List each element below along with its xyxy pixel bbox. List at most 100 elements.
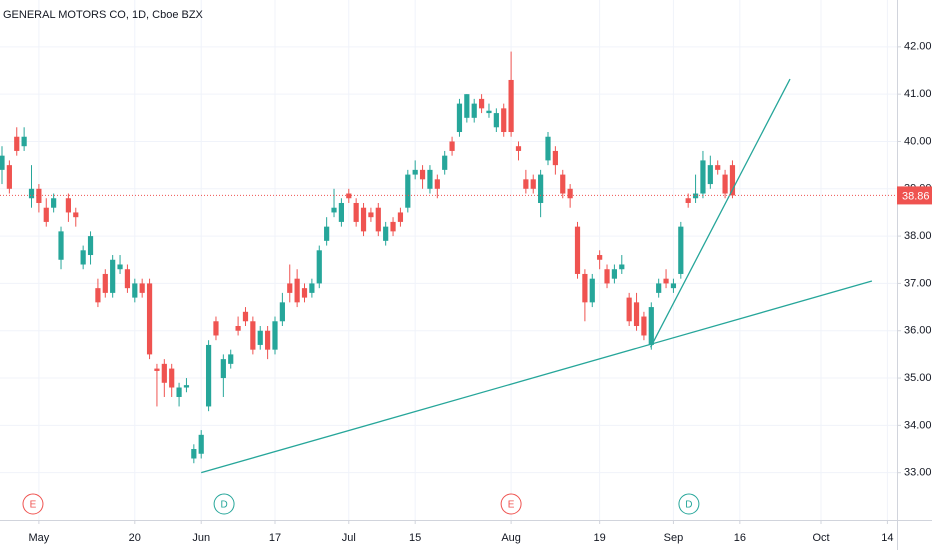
candle-body	[176, 387, 182, 397]
candle-body	[419, 169, 426, 180]
candle-body	[110, 259, 116, 293]
candle-body	[87, 236, 94, 256]
candle-body	[538, 174, 544, 203]
x-tick-label: 20	[129, 532, 141, 544]
candle-body	[146, 283, 153, 355]
candle-body	[383, 226, 389, 241]
event-label: E	[30, 500, 37, 511]
candle-body	[663, 278, 669, 284]
candle-body	[58, 231, 64, 260]
axes: 33.0034.0035.0036.0037.0038.0039.0040.00…	[28, 41, 932, 544]
candle-body	[294, 278, 300, 303]
x-tick-label: Sep	[664, 532, 684, 544]
candle-body	[331, 207, 337, 213]
candle-body	[707, 165, 713, 185]
candle-body	[648, 307, 654, 345]
candle-body	[397, 212, 404, 222]
y-tick-label: 36.00	[904, 325, 932, 337]
x-tick-label: Jun	[192, 532, 210, 544]
y-tick-label: 34.00	[904, 419, 932, 431]
y-tick-label: 33.00	[904, 467, 932, 479]
candle-body	[6, 165, 12, 189]
candle-body	[272, 321, 278, 350]
candle-body	[36, 188, 42, 203]
candle-body	[552, 150, 558, 166]
candle-body	[183, 385, 190, 388]
candle-body	[515, 146, 522, 151]
x-tick-label: May	[28, 532, 49, 544]
candle-body	[95, 288, 101, 303]
candle-body	[117, 264, 123, 270]
candle-body	[65, 198, 71, 213]
y-tick-label: 37.00	[904, 277, 932, 289]
candle-body	[597, 255, 603, 260]
candle-body	[338, 202, 345, 222]
candle-body	[213, 321, 219, 336]
candle-body	[442, 155, 448, 170]
x-tick-label: 14	[881, 532, 893, 544]
candle-body	[493, 113, 499, 128]
candle-body	[456, 103, 463, 133]
trend-line	[201, 280, 873, 474]
candle-body	[722, 174, 728, 194]
candle-body	[279, 302, 285, 322]
candle-body	[715, 165, 721, 170]
candle-body	[405, 174, 411, 208]
x-tick-label: 16	[734, 532, 746, 544]
candle-body	[353, 202, 359, 222]
event-marker	[678, 493, 700, 515]
candle-body	[486, 110, 492, 114]
y-tick-label: 38.00	[904, 230, 932, 242]
candle-body	[604, 269, 610, 284]
trend-line	[649, 78, 791, 348]
candle-body	[228, 354, 234, 364]
candle-body	[80, 250, 86, 265]
candle-body	[434, 179, 440, 189]
candle-body	[198, 434, 204, 454]
candle-body	[729, 165, 736, 196]
candle-body	[685, 198, 691, 203]
candle-body	[619, 264, 625, 270]
candle-body	[641, 316, 647, 336]
candle-body	[589, 278, 595, 303]
candle-body	[700, 160, 706, 194]
candle-body	[471, 103, 477, 118]
candle-body	[242, 311, 249, 322]
candle-body	[412, 169, 418, 175]
candle-body	[257, 330, 263, 345]
candle-body	[611, 269, 618, 279]
candle-body	[375, 207, 381, 232]
candle-body	[205, 344, 212, 407]
candle-body	[574, 226, 581, 274]
candle-body	[582, 273, 588, 303]
candle-body	[161, 363, 167, 383]
last-price-box	[897, 186, 932, 205]
candle-body	[51, 198, 57, 208]
candle-body	[670, 283, 677, 289]
event-marker	[213, 493, 235, 515]
candle-body	[523, 179, 529, 189]
candle-body	[21, 136, 27, 147]
candle-body	[43, 207, 49, 222]
candle-body	[309, 283, 315, 293]
candle-body	[560, 174, 566, 194]
event-label: D	[220, 500, 227, 511]
candle-body	[324, 226, 330, 241]
candle-body	[390, 221, 396, 232]
candle-body	[191, 449, 197, 459]
candle-body	[626, 297, 632, 322]
x-tick-label: Jul	[342, 532, 356, 544]
candle-body	[316, 250, 322, 284]
candle-body	[530, 179, 536, 189]
candle-body	[73, 212, 79, 218]
candle-body	[501, 108, 507, 133]
x-tick-label: Oct	[812, 532, 829, 544]
x-tick-label: 15	[409, 532, 421, 544]
candle-body	[567, 188, 573, 199]
chart-title: GENERAL MOTORS CO, 1D, Cboe BZX	[3, 9, 204, 21]
candle-body	[449, 141, 455, 151]
candle-body	[368, 212, 374, 218]
